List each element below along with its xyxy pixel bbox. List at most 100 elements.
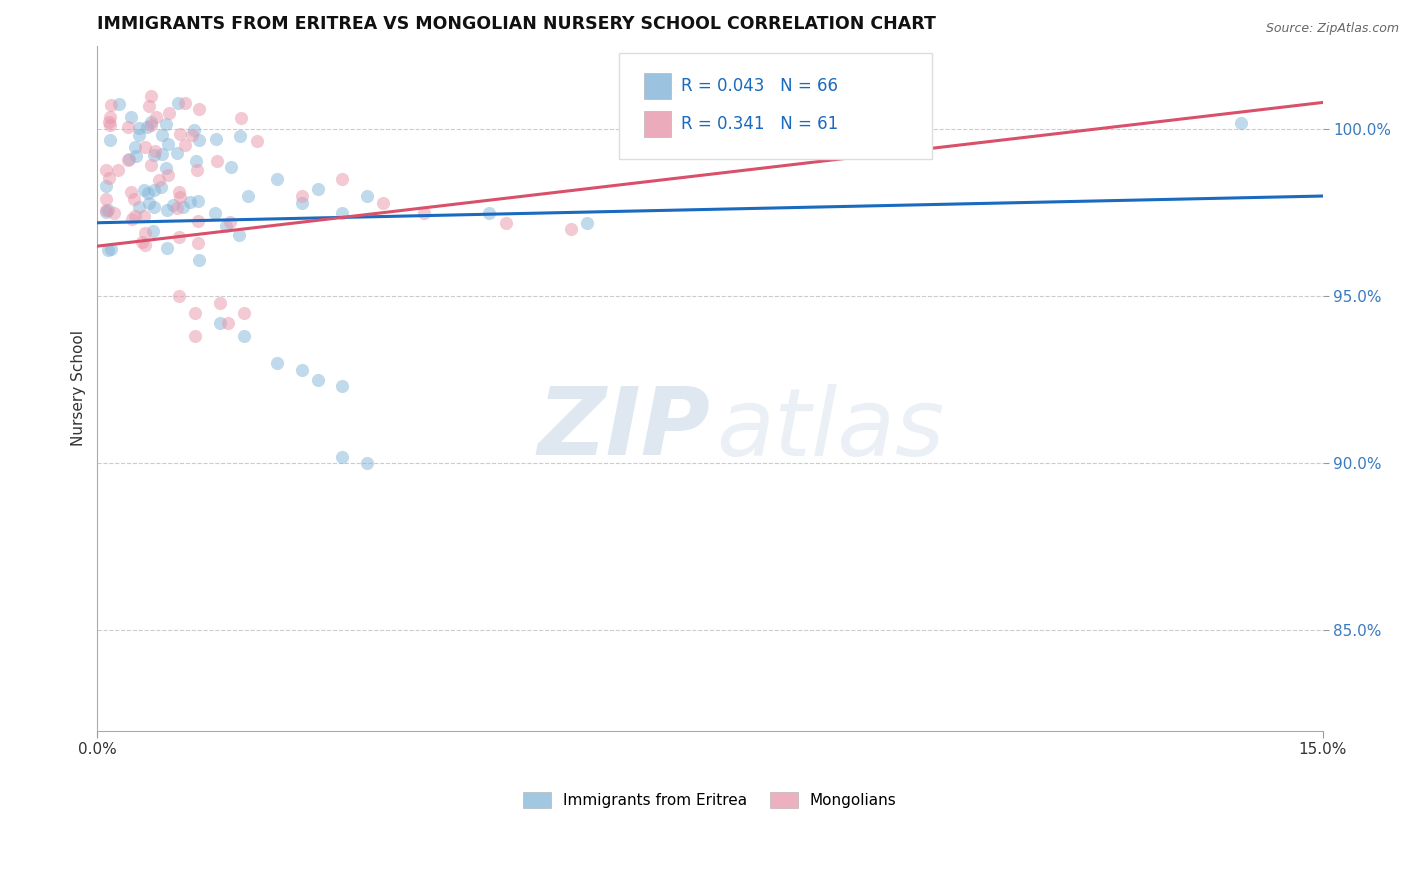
Point: [117, 120, 139, 135]
Point: [166, 201, 188, 215]
Point: [100, 97, 122, 112]
Point: [98, 118, 121, 132]
Bar: [644, 73, 671, 99]
Point: [94, 205, 117, 219]
Point: [143, 147, 166, 161]
Point: [205, 153, 228, 168]
Point: [186, 162, 208, 177]
Text: ZIP: ZIP: [537, 384, 710, 475]
FancyBboxPatch shape: [619, 53, 932, 159]
Point: [208, 296, 231, 310]
Point: [167, 289, 190, 303]
Point: [290, 195, 312, 210]
Point: [1230, 115, 1253, 129]
Point: [155, 161, 177, 175]
Point: [98, 110, 121, 124]
Point: [100, 242, 122, 256]
Point: [125, 148, 148, 162]
Point: [157, 137, 180, 152]
Point: [186, 153, 208, 168]
Point: [97, 244, 120, 258]
Point: [150, 180, 173, 194]
Point: [145, 144, 167, 158]
Point: [132, 183, 155, 197]
Point: [139, 114, 162, 128]
Point: [229, 128, 252, 143]
Point: [124, 192, 146, 206]
Point: [139, 88, 162, 103]
Point: [94, 202, 117, 217]
Point: [307, 182, 329, 196]
Point: [128, 128, 150, 142]
Point: [167, 186, 190, 200]
Point: [98, 171, 121, 186]
Point: [187, 194, 209, 209]
Point: [118, 152, 141, 166]
Point: [560, 222, 582, 236]
Point: [187, 252, 209, 267]
Point: [166, 145, 188, 160]
Point: [205, 132, 228, 146]
Point: [373, 195, 395, 210]
Point: [332, 172, 354, 186]
Point: [495, 216, 517, 230]
Point: [217, 316, 239, 330]
Point: [121, 212, 143, 227]
Point: [117, 153, 139, 168]
Point: [136, 186, 159, 200]
Point: [100, 132, 122, 146]
Point: [266, 356, 288, 370]
Point: [413, 205, 436, 219]
Point: [142, 224, 165, 238]
Point: [150, 128, 173, 142]
Point: [478, 205, 501, 219]
Legend: Immigrants from Eritrea, Mongolians: Immigrants from Eritrea, Mongolians: [517, 786, 903, 814]
Point: [120, 110, 142, 124]
Point: [169, 127, 191, 141]
Point: [120, 185, 142, 199]
Point: [184, 329, 207, 343]
Point: [181, 128, 204, 143]
Point: [131, 235, 153, 249]
Point: [246, 134, 269, 148]
Point: [219, 215, 242, 229]
Point: [356, 189, 378, 203]
Point: [156, 241, 179, 255]
Point: [167, 230, 190, 244]
Text: Source: ZipAtlas.com: Source: ZipAtlas.com: [1265, 22, 1399, 36]
Point: [266, 172, 288, 186]
Point: [142, 200, 165, 214]
Point: [150, 146, 173, 161]
Point: [179, 194, 201, 209]
Point: [169, 190, 191, 204]
Point: [136, 120, 159, 135]
Point: [228, 227, 250, 242]
Text: R = 0.043   N = 66: R = 0.043 N = 66: [681, 77, 838, 95]
Text: IMMIGRANTS FROM ERITREA VS MONGOLIAN NURSERY SCHOOL CORRELATION CHART: IMMIGRANTS FROM ERITREA VS MONGOLIAN NUR…: [97, 15, 936, 33]
Point: [134, 209, 156, 223]
Point: [155, 117, 177, 131]
Point: [187, 133, 209, 147]
Point: [145, 110, 167, 124]
Point: [156, 202, 179, 217]
Point: [134, 226, 156, 240]
Point: [128, 121, 150, 136]
Point: [332, 450, 354, 464]
Point: [143, 183, 166, 197]
Point: [229, 111, 252, 125]
Point: [576, 216, 599, 230]
Bar: [644, 111, 671, 136]
Point: [134, 238, 156, 252]
Point: [356, 456, 378, 470]
Point: [139, 158, 162, 172]
Point: [221, 160, 243, 174]
Point: [103, 206, 125, 220]
Point: [233, 306, 256, 320]
Point: [124, 139, 146, 153]
Point: [332, 205, 354, 219]
Point: [187, 102, 209, 116]
Point: [204, 205, 226, 219]
Point: [97, 202, 120, 217]
Point: [215, 219, 238, 234]
Point: [172, 200, 194, 214]
